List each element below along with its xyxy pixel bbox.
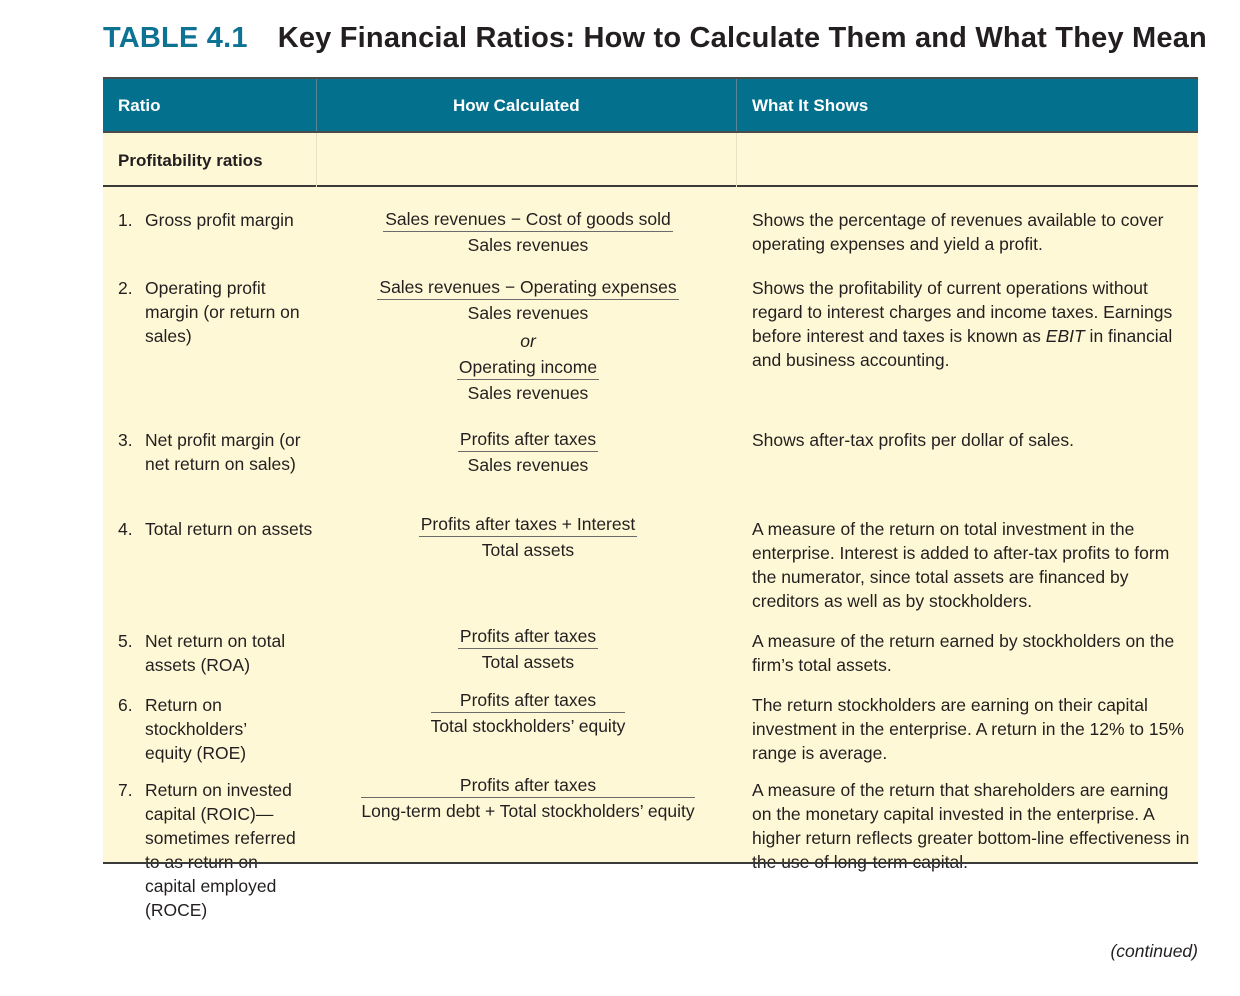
- ratio-name: Return on stockholders’ equity (ROE): [145, 695, 247, 763]
- continued-note: (continued): [1110, 941, 1198, 961]
- formula-cell: Sales revenues − Cost of goods sold Sale…: [333, 208, 723, 259]
- table-number: TABLE 4.1: [103, 22, 248, 54]
- column-divider: [736, 133, 737, 187]
- numerator: Profits after taxes + Interest: [418, 513, 638, 537]
- formula-cell: Profits after taxes Total assets: [333, 625, 723, 676]
- numerator: Profits after taxes: [457, 428, 599, 452]
- fraction: Sales revenues − Cost of goods sold Sale…: [383, 208, 673, 259]
- formula-cell: Profits after taxes Long-term debt + Tot…: [333, 774, 723, 825]
- formula-cell: Profits after taxes + Interest Total ass…: [333, 513, 723, 564]
- denominator: Long-term debt + Total stockholders’ equ…: [361, 801, 695, 821]
- fraction: Profits after taxes + Interest Total ass…: [418, 513, 638, 564]
- shows-cell: A measure of the return that shareholder…: [752, 780, 1190, 872]
- shows-cell: A measure of the return earned by stockh…: [752, 631, 1175, 675]
- row-number: 1.: [118, 210, 133, 230]
- financial-ratios-table: Ratio How Calculated What It Shows Profi…: [103, 77, 1198, 920]
- denominator: Total assets: [481, 540, 575, 560]
- fraction: Operating income Sales revenues: [456, 356, 600, 407]
- fraction: Profits after taxes Total stockholders’ …: [430, 689, 626, 740]
- fraction: Profits after taxes Total assets: [457, 625, 599, 676]
- fraction: Profits after taxes Long-term debt + Tot…: [361, 774, 695, 825]
- or-label: or: [520, 331, 536, 351]
- ebit-term: EBIT: [1045, 326, 1085, 346]
- row-number: 5.: [118, 631, 133, 651]
- denominator: Total assets: [481, 652, 575, 672]
- shows-cell: The return stockholders are earning on t…: [752, 695, 1184, 763]
- row-number: 3.: [118, 430, 133, 450]
- table-title: TABLE 4.1 Key Financial Ratios: How to Ca…: [103, 22, 1207, 55]
- section-row: Profitability ratios: [103, 133, 1198, 187]
- shows-cell: Shows the profitability of current opera…: [752, 276, 1192, 372]
- ratio-name: Operating profit margin (or return on sa…: [145, 278, 300, 346]
- formula-cell: Profits after taxes Sales revenues: [333, 428, 723, 479]
- column-divider: [316, 79, 317, 131]
- row-number: 6.: [118, 695, 133, 715]
- column-header-what-it-shows: What It Shows: [752, 96, 869, 115]
- numerator: Profits after taxes: [457, 625, 599, 649]
- shows-cell: A measure of the return on total investm…: [752, 519, 1170, 611]
- fraction: Profits after taxes Sales revenues: [457, 428, 599, 479]
- denominator: Total stockholders’ equity: [430, 716, 626, 736]
- formula-cell: Profits after taxes Total stockholders’ …: [333, 689, 723, 740]
- denominator: Sales revenues: [467, 303, 589, 323]
- table-caption: Key Financial Ratios: How to Calculate T…: [277, 22, 1207, 54]
- numerator: Profits after taxes: [430, 689, 626, 713]
- shows-cell: Shows after-tax profits per dollar of sa…: [752, 430, 1074, 450]
- ratio-name: Total return on assets: [145, 519, 313, 539]
- fraction: Sales revenues − Operating expenses Sale…: [377, 276, 679, 327]
- section-label: Profitability ratios: [118, 151, 263, 170]
- ratio-name: Return on invested capital (ROIC)— somet…: [145, 780, 296, 920]
- shows-text: in financial and business accounting.: [752, 326, 1173, 370]
- numerator: Sales revenues − Operating expenses: [377, 276, 679, 300]
- column-header-ratio: Ratio: [118, 96, 161, 115]
- denominator: Sales revenues: [467, 383, 589, 403]
- table-bottom-rule: [103, 862, 1198, 864]
- row-number: 2.: [118, 278, 133, 298]
- row-number: 4.: [118, 519, 133, 539]
- column-header-how-calculated: How Calculated: [453, 96, 580, 115]
- shows-text: Shows the profitability of current opera…: [752, 278, 1173, 346]
- denominator: Sales revenues: [467, 235, 589, 255]
- ratio-name: Net profit margin (or net return on sale…: [145, 430, 301, 474]
- numerator: Sales revenues − Cost of goods sold: [383, 208, 673, 232]
- denominator: Sales revenues: [467, 455, 589, 475]
- ratio-name: Gross profit margin: [145, 210, 294, 230]
- ratio-name: Net return on total assets (ROA): [145, 631, 286, 675]
- table-header: Ratio How Calculated What It Shows: [103, 77, 1198, 133]
- formula-cell: Sales revenues − Operating expenses Sale…: [333, 276, 723, 407]
- shows-cell: Shows the percentage of revenues availab…: [752, 210, 1164, 254]
- column-divider: [316, 133, 317, 187]
- numerator: Operating income: [456, 356, 600, 380]
- column-divider: [736, 79, 737, 131]
- row-number: 7.: [118, 780, 133, 800]
- numerator: Profits after taxes: [361, 774, 695, 798]
- table-body: Profitability ratios 1. Gross profit mar…: [103, 133, 1198, 920]
